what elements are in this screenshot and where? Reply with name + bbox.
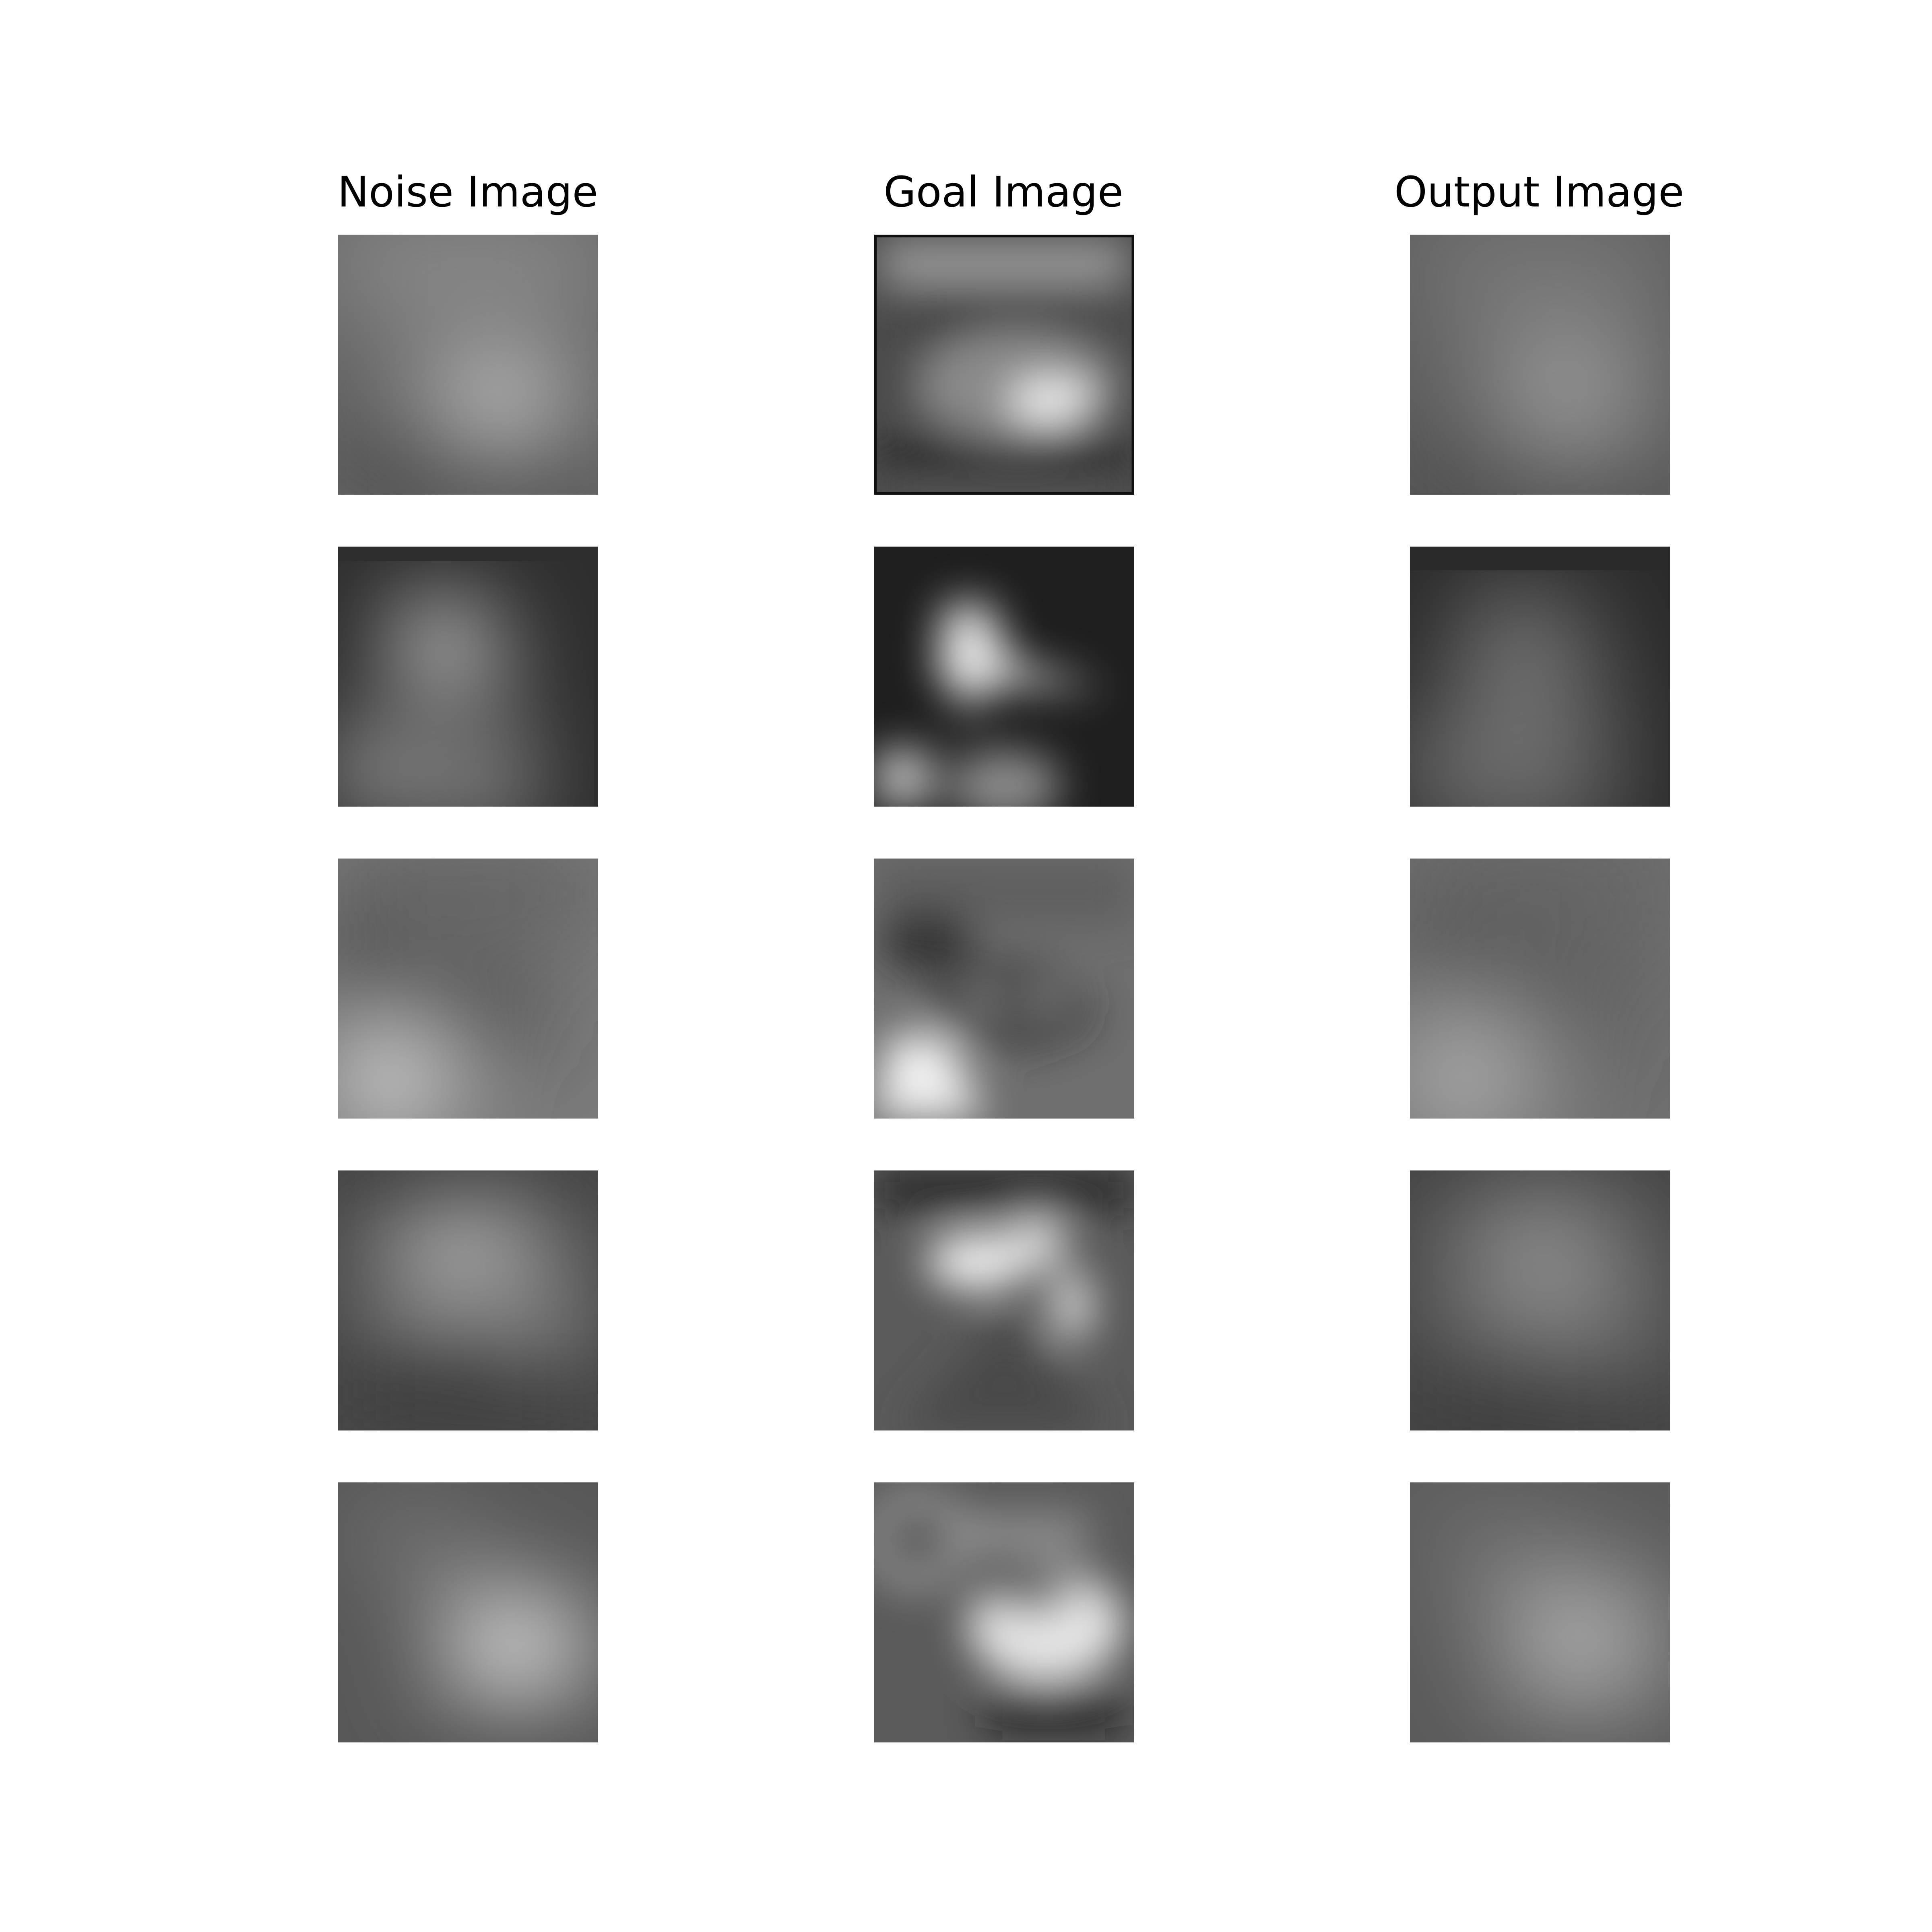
goal-small-car-image [874, 1482, 1134, 1742]
noise-image-title: Noise Image [337, 167, 598, 217]
noise-bird-image [338, 547, 598, 807]
output-car-front-image [1410, 235, 1670, 495]
output-bird-image [1410, 547, 1670, 807]
noise-dog-on-grass-image [338, 1170, 598, 1430]
noise-small-car-image [338, 1482, 598, 1742]
output-dog-on-grass-image [1410, 1170, 1670, 1430]
goal-dog-on-grass-image [874, 1170, 1134, 1430]
output-small-car-image [1410, 1482, 1670, 1742]
goal-animal-closeup-image [874, 859, 1134, 1119]
noise-animal-closeup-image [338, 859, 598, 1119]
noise-car-front-image [338, 235, 598, 495]
goal-image-title: Goal Image [883, 167, 1123, 217]
goal-bird-image [874, 547, 1134, 807]
output-image-title: Output Image [1394, 167, 1684, 217]
output-animal-closeup-image [1410, 859, 1670, 1119]
goal-car-front-image [874, 235, 1134, 495]
